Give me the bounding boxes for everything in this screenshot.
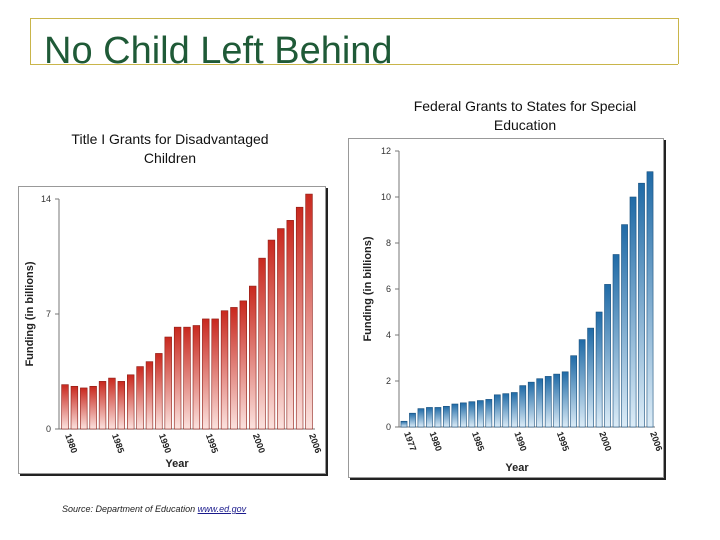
bar [61,384,69,430]
x-tick-label: 1980 [63,432,79,454]
x-tick-label: 1985 [470,430,486,452]
x-tick-label: 1995 [204,432,220,454]
bar [202,318,210,430]
bar [476,400,484,428]
y-axis-label: Funding (in billions) [362,236,374,341]
bar [164,336,172,430]
bar [400,420,408,428]
source-note: Source: Department of Education www.ed.g… [62,504,246,514]
bar [89,385,97,430]
bar [173,326,182,430]
bar [578,339,586,428]
chart-title-special-ed: Federal Grants to States for Special Edu… [413,98,637,133]
y-tick-label: 2 [386,376,391,386]
bar [409,412,416,428]
bar [117,381,125,430]
x-axis-label: Year [505,462,529,474]
bar [460,402,467,428]
right-rule [678,18,679,64]
bar [595,311,603,428]
special-ed-chart-panel: 0 2 4 6 8 10 12 1977 1980 1985 1990 1995 2000 2006 Yea… [348,138,664,478]
x-tick-label: 2006 [648,430,663,452]
source-prefix: Source: Department of Education [62,504,196,514]
x-tick-label: 2000 [597,430,613,452]
bar [183,326,191,430]
y-tick-label: 0 [46,424,51,434]
bar [211,318,219,430]
x-tick-label: 1977 [402,430,418,452]
y-tick-label: 8 [386,238,391,248]
bar [604,284,611,428]
bar [80,387,88,430]
bar [510,392,518,428]
source-link[interactable]: www.ed.gov [197,504,247,514]
y-tick-label: 14 [41,194,51,204]
bar [638,182,645,428]
bar [127,374,135,430]
title1-chart: 0 7 14 1980 1985 1990 1995 2000 2006 Year Funding … [24,193,323,470]
bar [239,300,247,430]
y-tick-label: 6 [386,284,391,294]
x-tick-label: 1985 [110,432,126,454]
bar [230,307,238,430]
x-tick-label: 1980 [428,430,444,452]
y-tick-label: 10 [381,192,391,202]
bar [485,399,493,428]
y-tick-label: 4 [386,330,391,340]
bar [98,381,107,430]
x-tick-label: 1995 [555,430,571,452]
x-tick-label: 1990 [512,430,528,452]
bar [136,366,144,430]
bar [561,371,569,428]
bar [286,220,294,430]
title1-chart-panel: 0 7 14 1980 1985 1990 1995 2000 2006 Year Funding … [18,186,326,474]
left-rule [30,18,31,64]
y-tick-label: 12 [381,146,391,156]
bar [621,224,628,428]
bar [249,285,257,430]
bar [70,385,79,430]
slide-title: No Child Left Behind [44,30,393,72]
y-tick-label: 0 [386,422,391,432]
bar [417,408,425,428]
bar [544,376,552,428]
bar [426,407,433,428]
bar [434,407,442,428]
bar [527,381,535,428]
bar [519,385,527,428]
bar [108,377,116,430]
bar [570,355,578,428]
bar [305,193,313,430]
chart-title-title1: Title I Grants for Disadvantaged Childre… [71,131,269,166]
x-tick-label: 2006 [307,432,323,454]
x-tick-label: 1990 [157,432,173,454]
y-axis-label: Funding (in billions) [24,261,36,366]
bar [629,196,637,428]
bar [295,206,304,430]
bar [612,254,620,428]
bar [451,403,459,428]
bar [145,361,154,430]
bar [646,171,654,428]
top-rule [30,18,678,19]
bar [258,257,266,430]
bar [155,353,163,430]
title-rule [30,64,678,65]
bar [587,327,594,428]
x-tick-label: 2000 [251,432,267,454]
x-axis-label: Year [165,458,189,470]
bar [277,228,285,430]
bar [267,239,276,430]
y-tick-label: 7 [46,309,51,319]
bar [493,394,501,428]
bar [553,373,561,428]
bar [502,393,510,428]
bar [468,401,476,428]
bar [220,310,229,430]
bar [443,405,450,428]
bar [192,325,201,430]
special-ed-chart: 0 2 4 6 8 10 12 1977 1980 1985 1990 1995 2000 2006 Yea… [362,146,664,474]
bar [536,378,544,428]
